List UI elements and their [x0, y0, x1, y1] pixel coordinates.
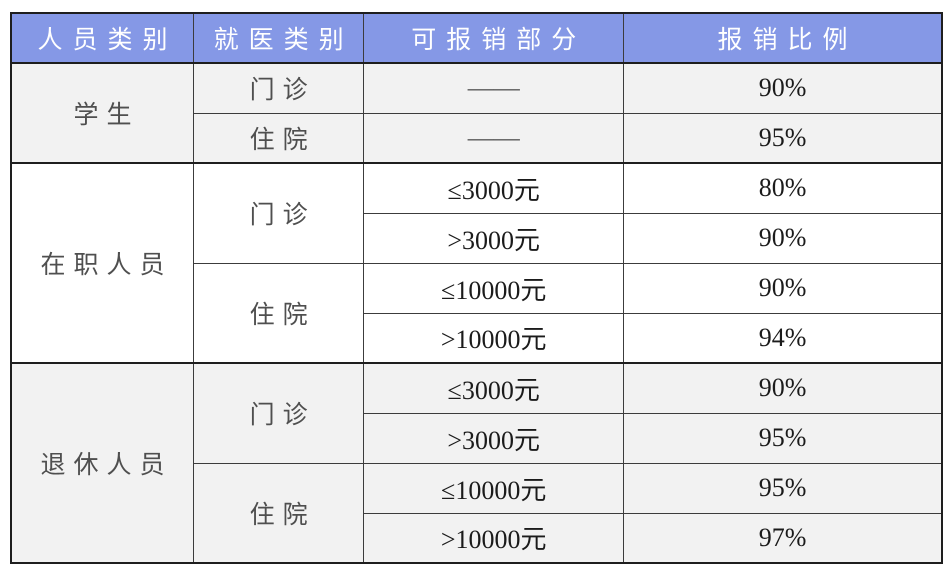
reimbursable-part-cell: ——	[363, 62, 625, 114]
reimbursable-part-cell: ≤10000元	[363, 262, 625, 314]
reimbursement-table: 人员类别 就医类别 可报销部分 报销比例 学生 门诊 —— 90% 住院 —— …	[10, 12, 943, 564]
category-cell: 学生	[10, 62, 194, 164]
ratio-cell: 90%	[623, 212, 943, 264]
header-visit-category: 就医类别	[192, 12, 365, 64]
ratio-cell: 90%	[623, 362, 943, 414]
ratio-cell: 95%	[623, 462, 943, 514]
reimbursable-part-cell: ≤3000元	[363, 162, 625, 214]
header-reimbursable-part: 可报销部分	[363, 12, 625, 64]
table-row: >3000元 90%	[11, 212, 943, 264]
visit-type-cell: 门诊	[192, 62, 365, 114]
category-cell: 在职人员	[10, 162, 194, 364]
ratio-cell: 95%	[623, 112, 943, 164]
reimbursable-part-cell: >10000元	[363, 512, 625, 564]
visit-type-cell: 住院	[192, 112, 365, 164]
table-row: >10000元 94%	[11, 312, 943, 364]
reimbursable-part-cell: ——	[363, 112, 625, 164]
visit-type-cell: 住院	[192, 462, 365, 564]
table-row: 在职人员 门诊 ≤3000元 80%	[10, 162, 943, 364]
table-row: >3000元 95%	[11, 412, 943, 464]
header-personnel-category: 人员类别	[10, 12, 194, 64]
reimbursable-part-cell: >10000元	[363, 312, 625, 364]
group-students: 学生 门诊 —— 90% 住院 —— 95%	[10, 62, 943, 164]
header-reimbursement-ratio: 报销比例	[623, 12, 943, 64]
category-cell: 退休人员	[10, 362, 194, 564]
ratio-cell: 90%	[623, 62, 943, 114]
group-retirees: 退休人员 门诊 ≤3000元 90% >3000元 95% 住院 ≤10000元…	[10, 362, 943, 564]
reimbursable-part-cell: ≤10000元	[363, 462, 625, 514]
reimbursable-part-cell: ≤3000元	[363, 362, 625, 414]
reimbursable-part-cell: >3000元	[363, 212, 625, 264]
table-header: 人员类别 就医类别 可报销部分 报销比例	[10, 12, 943, 64]
visit-type-cell: 住院	[192, 262, 365, 364]
ratio-cell: 94%	[623, 312, 943, 364]
ratio-cell: 97%	[623, 512, 943, 564]
header-row: 人员类别 就医类别 可报销部分 报销比例	[10, 12, 943, 64]
ratio-cell: 95%	[623, 412, 943, 464]
table-row: 住院 ≤10000元 90%	[11, 262, 943, 364]
group-active-employees: 在职人员 门诊 ≤3000元 80% >3000元 90% 住院 ≤10000元…	[10, 162, 943, 364]
visit-type-cell: 门诊	[192, 362, 365, 464]
visit-type-cell: 门诊	[192, 162, 365, 264]
reimbursable-part-cell: >3000元	[363, 412, 625, 464]
table-row: 退休人员 门诊 ≤3000元 90%	[10, 362, 943, 564]
ratio-cell: 80%	[623, 162, 943, 214]
table-row: 学生 门诊 —— 90%	[10, 62, 943, 164]
table-row: 住院 —— 95%	[11, 112, 943, 164]
table-row: >10000元 97%	[11, 512, 943, 564]
ratio-cell: 90%	[623, 262, 943, 314]
